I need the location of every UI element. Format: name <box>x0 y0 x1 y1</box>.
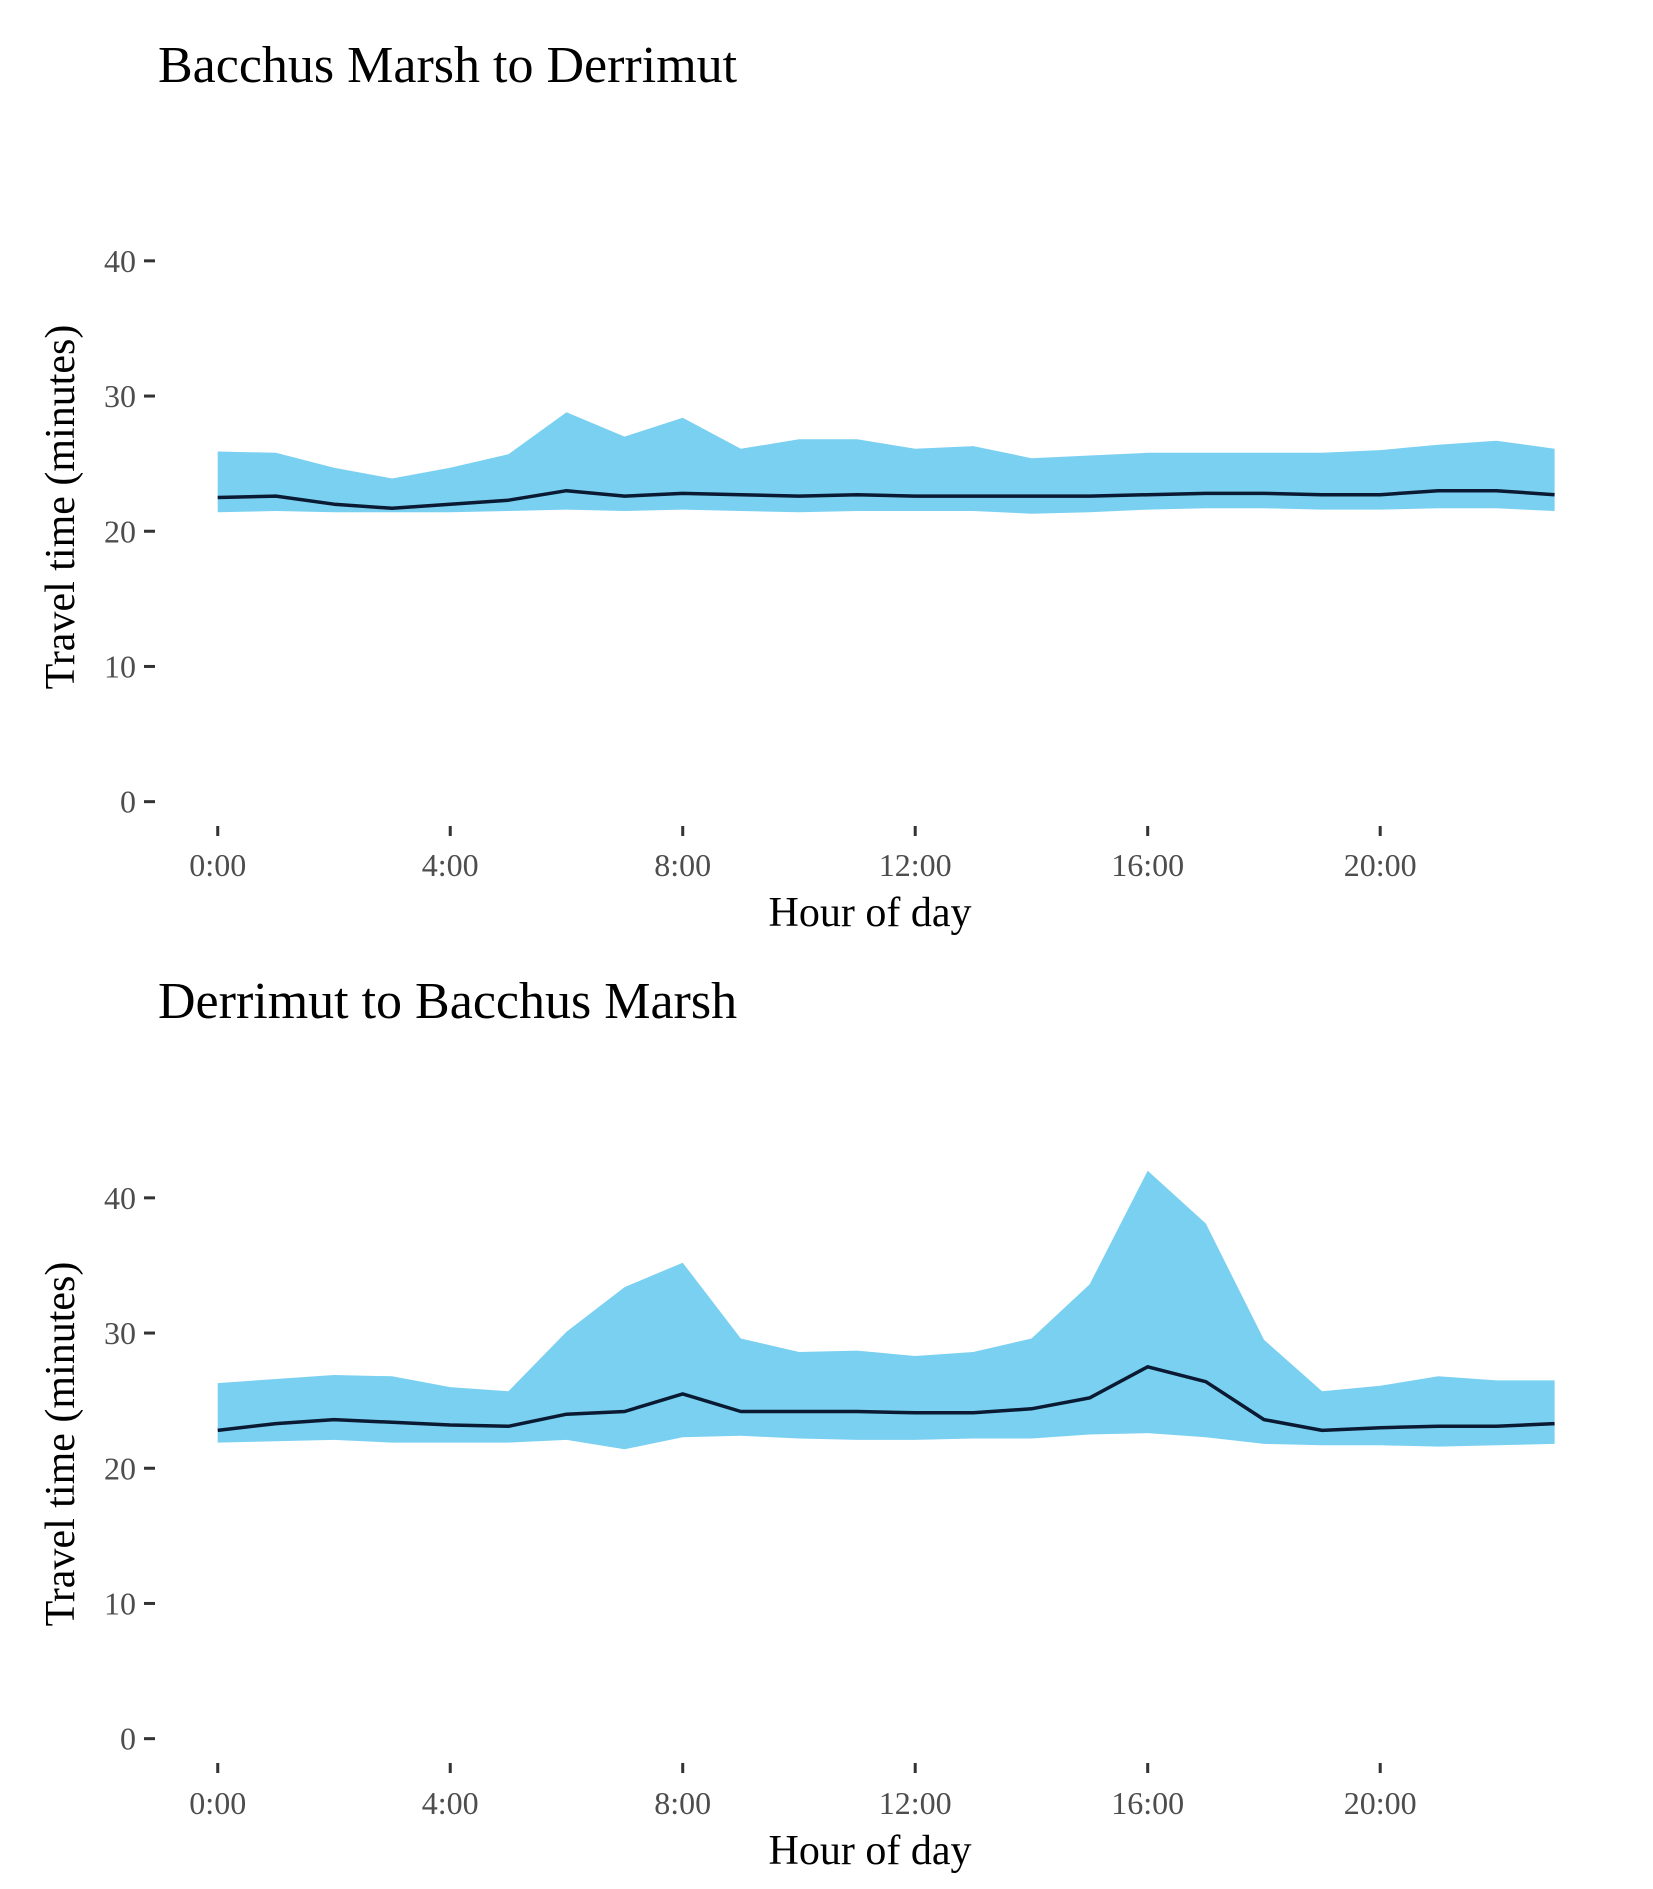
x-tick-label: 8:00 <box>654 1785 711 1821</box>
chart-title: Bacchus Marsh to Derrimut <box>158 37 738 94</box>
x-tick-label: 20:00 <box>1344 1785 1417 1821</box>
y-axis-title: Travel time (minutes) <box>38 325 84 690</box>
y-tick-label: 10 <box>104 648 136 684</box>
y-tick-label: 10 <box>104 1585 136 1621</box>
x-tick-label: 16:00 <box>1111 1785 1184 1821</box>
y-tick-label: 40 <box>104 243 136 279</box>
x-axis-title: Hour of day <box>769 890 972 936</box>
y-tick-label: 30 <box>104 378 136 414</box>
x-tick-label: 0:00 <box>189 847 246 883</box>
y-tick-label: 0 <box>120 1721 136 1757</box>
x-tick-label: 8:00 <box>654 847 711 883</box>
median-travel-time-line <box>217 488 1555 511</box>
x-axis-title: Hour of day <box>769 1828 972 1874</box>
y-tick-label: 20 <box>104 1450 136 1486</box>
chart-panel-1: Bacchus Marsh to Derrimut 0 10 20 30 40 0:00 4:… <box>38 37 1555 936</box>
y-tick-label: 20 <box>104 513 136 549</box>
x-tick-label: 12:00 <box>879 847 952 883</box>
y-tick-label: 30 <box>104 1315 136 1351</box>
y-tick-label: 40 <box>104 1180 136 1216</box>
median-travel-time-line <box>217 1365 1555 1433</box>
x-tick-label: 4:00 <box>422 847 479 883</box>
y-tick-label: 0 <box>120 784 136 820</box>
x-tick-label: 16:00 <box>1111 847 1184 883</box>
x-tick-label: 0:00 <box>189 1785 246 1821</box>
chart-panel-2: Derrimut to Bacchus Marsh 0 10 20 30 40 0:00 4:… <box>38 973 1555 1874</box>
chart-title: Derrimut to Bacchus Marsh <box>158 973 737 1030</box>
x-tick-label: 4:00 <box>422 1785 479 1821</box>
y-axis-title: Travel time (minutes) <box>38 1262 84 1627</box>
x-tick-label: 20:00 <box>1344 847 1417 883</box>
travel-time-band <box>217 412 1555 514</box>
travel-time-band <box>217 1170 1555 1450</box>
x-tick-label: 12:00 <box>879 1785 952 1821</box>
